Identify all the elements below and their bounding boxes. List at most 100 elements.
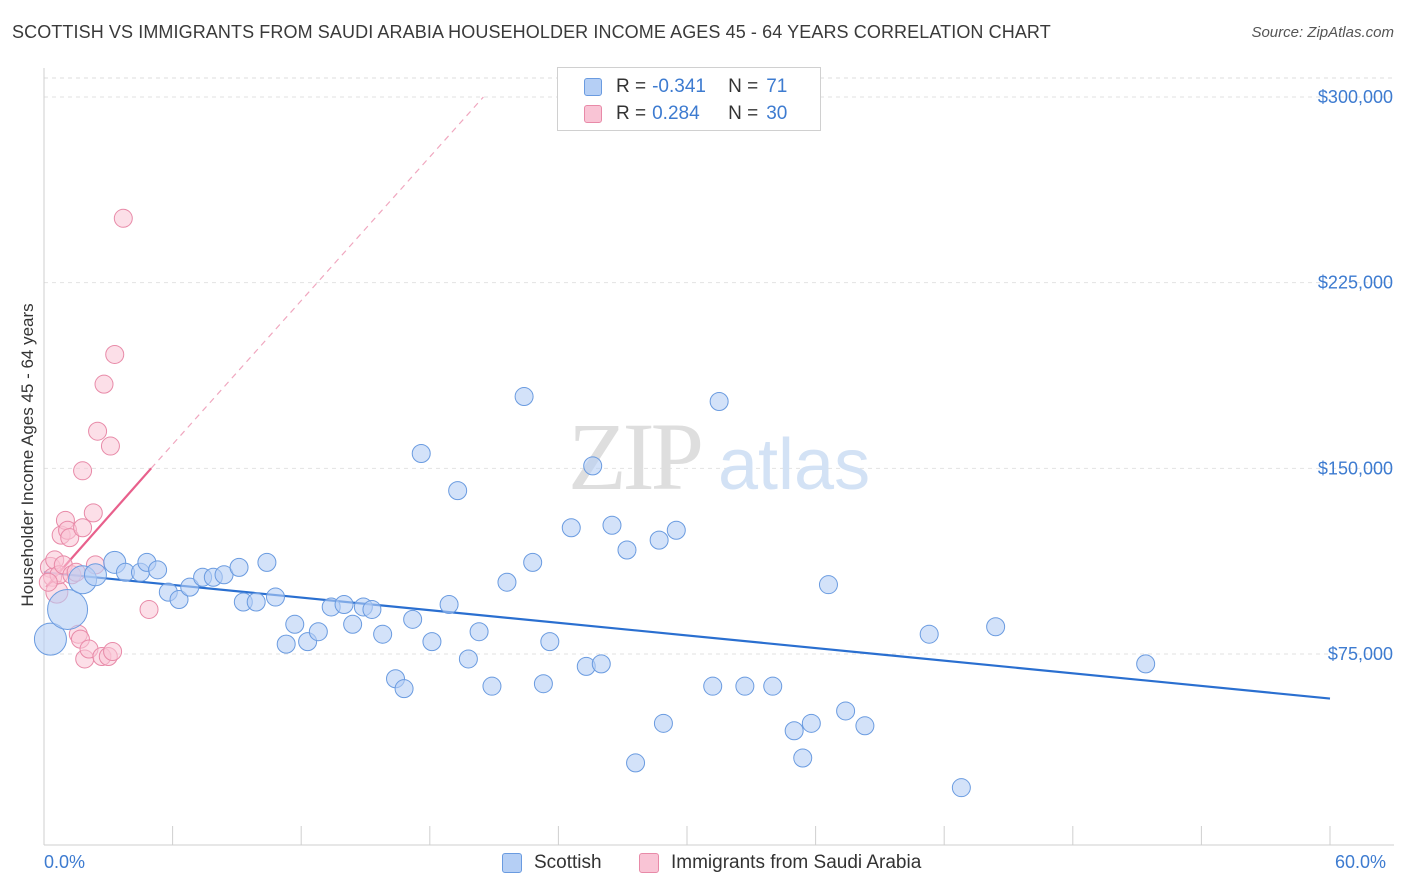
legend-item-scottish[interactable]: Scottish [502,852,602,874]
data-point-scottish [214,565,234,585]
scottish-swatch [502,853,522,873]
data-point-scottish [540,632,560,652]
legend-label-scottish: Scottish [534,852,602,873]
source-note: Source: ZipAtlas.com [1251,24,1394,41]
data-point-scottish [836,701,856,721]
x-tick-label-min: 0.0% [44,852,86,872]
series-saudi-points [38,208,159,669]
data-point-scottish [793,748,813,768]
axes [43,68,1394,846]
chart-title: SCOTTISH VS IMMIGRANTS FROM SAUDI ARABIA… [12,22,1051,42]
data-point-scottish [469,622,489,642]
data-point-scottish [855,716,875,736]
data-point-scottish [533,674,553,694]
data-point-scottish [47,588,89,630]
data-point-scottish [403,609,423,629]
data-point-saudi [83,503,103,523]
data-point-scottish [666,520,686,540]
data-point-scottish [411,443,431,463]
watermark-atlas: atlas [718,425,870,505]
n-label: N = [728,103,759,124]
data-point-saudi [94,374,114,394]
data-point-scottish [285,614,305,634]
r-label: R = [616,103,647,124]
scottish-swatch [584,78,602,96]
r-value: -0.341 [652,76,706,97]
data-point-scottish [482,676,502,696]
watermark-zip: ZIP [568,403,701,510]
y-tick-label: $225,000 [1318,273,1393,293]
data-point-scottish [373,624,393,644]
n-value: 71 [766,76,788,97]
data-point-scottish [514,387,534,407]
data-point-scottish [246,592,266,612]
data-point-scottish [257,552,277,572]
n-label: N = [728,76,759,97]
data-point-saudi [105,344,125,364]
y-tick-label: $300,000 [1318,87,1393,107]
data-point-scottish [591,654,611,674]
legend-row-saudi: R = 0.284 N = 30 [584,101,787,127]
data-point-scottish [458,649,478,669]
data-point-scottish [362,599,382,619]
legend-label-saudi: Immigrants from Saudi Arabia [671,852,922,873]
y-tick-label: $75,000 [1328,644,1393,664]
data-point-scottish [763,676,783,696]
n-value: 30 [766,103,788,124]
data-point-scottish [523,552,543,572]
data-point-scottish [703,676,723,696]
data-point-scottish [180,577,200,597]
data-point-scottish [276,634,296,654]
watermark: ZIP atlas [568,403,870,510]
data-point-scottish [801,713,821,733]
data-point-saudi [100,436,120,456]
data-point-scottish [1136,654,1156,674]
legend-item-saudi[interactable]: Immigrants from Saudi Arabia [639,852,921,874]
data-point-scottish [986,617,1006,637]
data-point-scottish [709,391,729,411]
x-tick-label-max: 60.0% [1334,852,1386,872]
data-point-scottish [394,679,414,699]
y-tick-labels: $75,000 $150,000 $225,000 $300,000 [1318,87,1393,664]
r-label: R = [616,76,647,97]
data-point-scottish [334,594,354,614]
data-point-saudi [38,572,58,592]
data-point-scottish [919,624,939,644]
data-point-scottish [308,622,328,642]
data-point-scottish [169,590,189,610]
r-value: 0.284 [652,103,700,124]
data-point-scottish [818,575,838,595]
data-point-saudi [60,528,80,548]
trend-line-scottish [43,571,1331,700]
y-tick-label: $150,000 [1318,458,1393,478]
data-point-scottish [602,515,622,535]
data-point-scottish [951,778,971,798]
data-point-scottish [784,721,804,741]
data-point-saudi [103,642,123,662]
data-point-scottish [229,557,249,577]
data-point-scottish [33,622,67,656]
data-point-scottish [265,587,285,607]
saudi-swatch [584,105,602,123]
data-point-scottish [439,594,459,614]
data-point-scottish [649,530,669,550]
saudi-swatch [639,853,659,873]
series-legend: Scottish Immigrants from Saudi Arabia [0,852,1406,878]
data-point-scottish [561,518,581,538]
data-point-scottish [148,560,168,580]
data-point-scottish [343,614,363,634]
data-point-scottish [617,540,637,560]
legend-row-scottish: R = -0.341 N = 71 [584,74,787,100]
data-point-saudi [113,208,133,228]
data-point-scottish [83,563,107,587]
data-point-saudi [139,599,159,619]
data-point-scottish [422,632,442,652]
data-point-saudi [73,461,93,481]
data-point-saudi [73,518,93,538]
data-point-scottish [626,753,646,773]
data-point-scottish [735,676,755,696]
data-point-saudi [88,421,108,441]
data-point-scottish [653,713,673,733]
data-point-scottish [583,456,603,476]
